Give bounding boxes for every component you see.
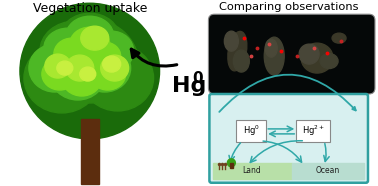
Text: Vegetation uptake: Vegetation uptake [33, 2, 147, 15]
Ellipse shape [265, 39, 277, 57]
Ellipse shape [62, 30, 118, 78]
Ellipse shape [320, 54, 338, 69]
Ellipse shape [101, 55, 129, 81]
Ellipse shape [29, 44, 81, 92]
FancyBboxPatch shape [208, 14, 375, 94]
Ellipse shape [42, 58, 78, 90]
Bar [214, 163, 292, 179]
Ellipse shape [81, 26, 109, 50]
Ellipse shape [80, 67, 96, 81]
Text: Land: Land [242, 166, 261, 175]
FancyArrowPatch shape [219, 75, 356, 112]
Ellipse shape [332, 33, 346, 43]
Ellipse shape [40, 21, 110, 81]
Ellipse shape [66, 55, 94, 81]
Ellipse shape [60, 13, 120, 63]
Bar [81, 119, 99, 184]
Text: 0: 0 [192, 70, 203, 86]
FancyBboxPatch shape [296, 120, 330, 142]
Ellipse shape [225, 31, 239, 51]
Ellipse shape [264, 37, 284, 75]
Ellipse shape [82, 45, 153, 111]
Bar [230, 163, 233, 168]
Ellipse shape [228, 31, 247, 71]
Text: Hg: Hg [172, 76, 206, 96]
Ellipse shape [90, 58, 125, 90]
Ellipse shape [50, 48, 106, 100]
Bar [292, 163, 364, 179]
Text: Hg$^0$: Hg$^0$ [243, 124, 260, 138]
Ellipse shape [103, 56, 121, 72]
Ellipse shape [66, 16, 114, 56]
Ellipse shape [20, 3, 160, 139]
Ellipse shape [78, 31, 138, 85]
FancyBboxPatch shape [209, 94, 368, 183]
Ellipse shape [233, 50, 249, 72]
Ellipse shape [24, 43, 100, 113]
Ellipse shape [70, 27, 110, 61]
Text: Hg$^{2+}$: Hg$^{2+}$ [302, 124, 325, 138]
Text: Comparing observations
and modeling: Comparing observations and modeling [220, 2, 359, 25]
Ellipse shape [89, 42, 121, 70]
Ellipse shape [42, 19, 138, 103]
Ellipse shape [45, 54, 71, 78]
FancyBboxPatch shape [236, 120, 266, 142]
Ellipse shape [90, 31, 134, 71]
Ellipse shape [54, 38, 90, 70]
Ellipse shape [57, 61, 73, 75]
Ellipse shape [299, 44, 319, 64]
Text: Ocean: Ocean [316, 166, 340, 175]
Ellipse shape [44, 28, 92, 68]
Ellipse shape [228, 159, 235, 167]
Ellipse shape [62, 60, 102, 96]
FancyArrowPatch shape [131, 49, 177, 66]
Ellipse shape [301, 43, 333, 73]
Ellipse shape [79, 44, 131, 92]
